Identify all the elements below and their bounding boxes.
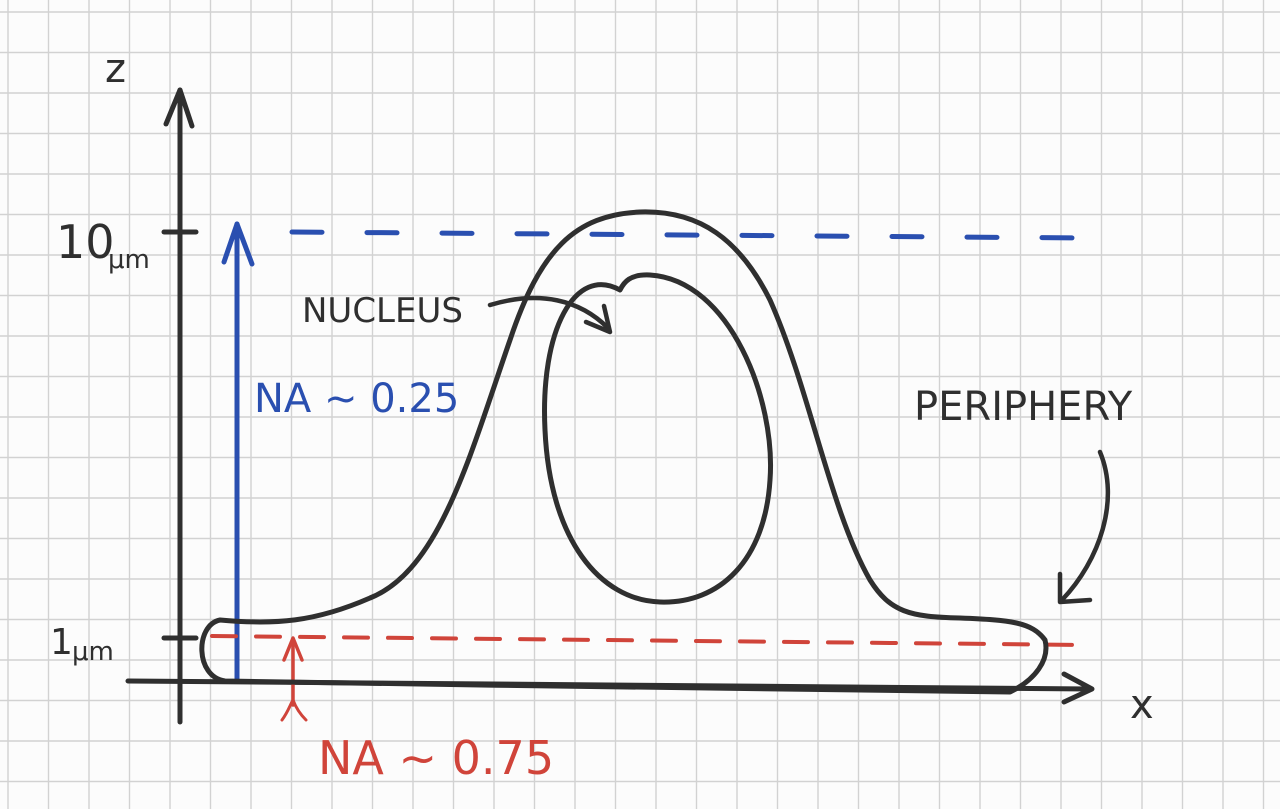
nucleus-label: NUCLEUS bbox=[302, 291, 463, 331]
red-arrow-tail bbox=[280, 698, 308, 722]
nucleus-pointer-arrowhead bbox=[583, 303, 613, 335]
tick-label-10-number: 10 bbox=[56, 215, 115, 269]
periphery-label: PERIPHERY bbox=[914, 384, 1133, 430]
na-high-label: NA ~ 0.25 bbox=[254, 376, 459, 422]
periphery-pointer-arrow bbox=[1059, 449, 1111, 603]
z-axis-label: z bbox=[105, 46, 126, 92]
blue-arrowhead bbox=[221, 221, 255, 267]
tick-label-1-unit: μm bbox=[72, 637, 114, 667]
z-axis bbox=[161, 87, 199, 725]
blue-depth-marker bbox=[221, 221, 1087, 683]
red-depth-marker bbox=[210, 634, 1092, 722]
red-arrowhead bbox=[282, 636, 304, 662]
cell-outline bbox=[199, 209, 1049, 695]
z-axis-arrowhead bbox=[163, 87, 195, 129]
annotation-arrows bbox=[487, 295, 1111, 605]
x-axis-arrowhead bbox=[1061, 671, 1095, 705]
tick-label-10-unit: μm bbox=[108, 245, 150, 275]
red-dashed-line bbox=[210, 634, 1092, 647]
tick-label-1-number: 1 bbox=[50, 622, 73, 663]
periphery-pointer-arrowhead bbox=[1057, 571, 1093, 605]
nucleus-pointer-arrow bbox=[487, 295, 611, 331]
na-low-label: NA ~ 0.75 bbox=[318, 731, 554, 785]
x-axis-label: x bbox=[1130, 682, 1154, 728]
nucleus-outline bbox=[542, 272, 774, 605]
blue-dashed-line bbox=[289, 229, 1087, 241]
